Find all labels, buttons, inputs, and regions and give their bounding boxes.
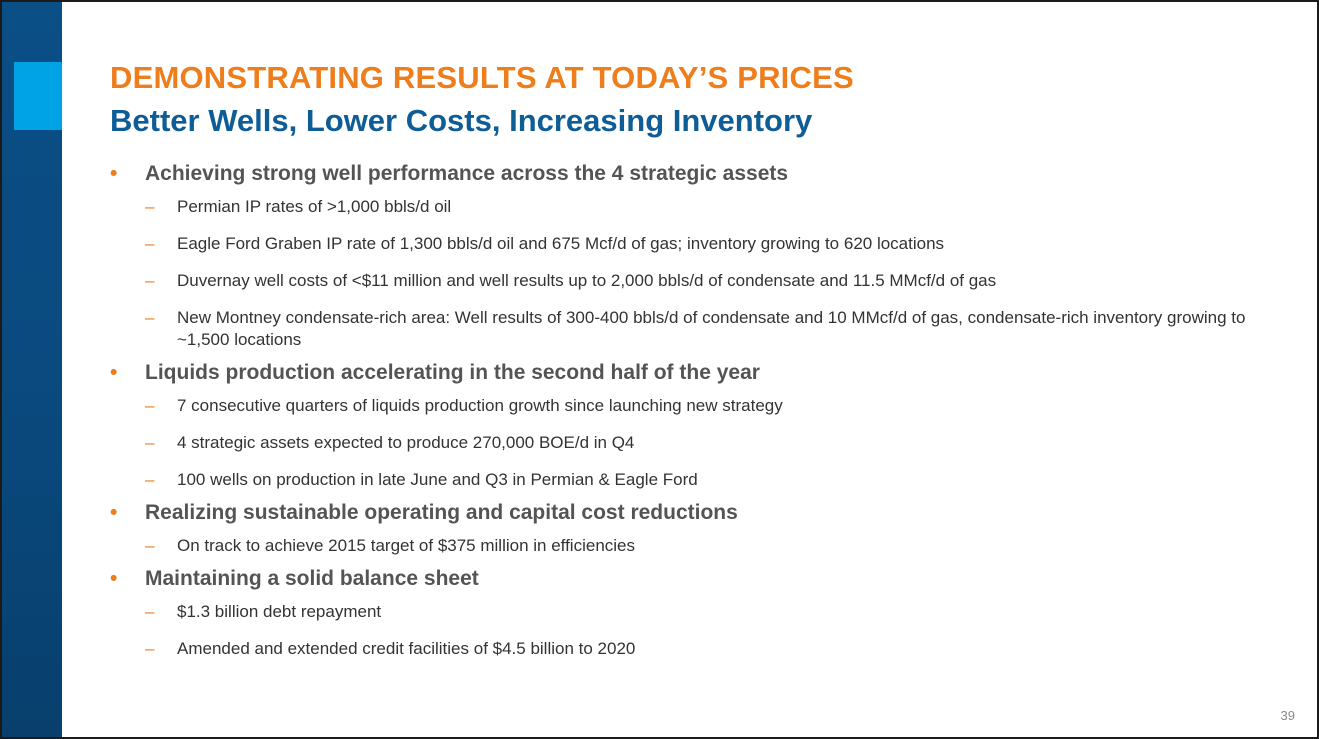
slide-title: DEMONSTRATING RESULTS AT TODAY’S PRICES bbox=[110, 60, 854, 95]
sub-bullet-text: $1.3 billion debt repayment bbox=[177, 602, 382, 621]
bullet-marker: • bbox=[110, 162, 118, 185]
bullet-text: Realizing sustainable operating and capi… bbox=[145, 501, 738, 524]
sub-bullet-marker: – bbox=[145, 271, 155, 290]
page-number: 39 bbox=[1280, 708, 1295, 723]
sub-bullet-list: – $1.3 billion debt repayment – Amended and… bbox=[110, 601, 1277, 660]
sub-bullet-item: – 4 strategic assets expected to produce … bbox=[110, 432, 1277, 454]
sub-bullet-item: – On track to achieve 2015 target of $375… bbox=[110, 535, 1277, 557]
bullet-heading: • Achieving strong well performance acros… bbox=[110, 158, 1277, 190]
sub-bullet-item: – Eagle Ford Graben IP rate of 1,300 bbls… bbox=[110, 233, 1277, 255]
sub-bullet-text: 100 wells on production in late June and… bbox=[177, 470, 698, 489]
sub-bullet-item: – Amended and extended credit facilities … bbox=[110, 638, 1277, 660]
sub-bullet-text: Eagle Ford Graben IP rate of 1,300 bbls/… bbox=[177, 234, 945, 253]
sub-bullet-marker: – bbox=[145, 470, 155, 489]
sub-bullet-list: – Permian IP rates of >1,000 bbls/d oil – E… bbox=[110, 196, 1277, 351]
bullet-text: Maintaining a solid balance sheet bbox=[145, 567, 479, 590]
sub-bullet-list: – 7 consecutive quarters of liquids produ… bbox=[110, 395, 1277, 491]
sub-bullet-text: Amended and extended credit facilities o… bbox=[177, 639, 636, 658]
sub-bullet-marker: – bbox=[145, 602, 155, 621]
sub-bullet-item: – 100 wells on production in late June an… bbox=[110, 469, 1277, 491]
bullet-item: • Maintaining a solid balance sheet – $1.3 … bbox=[110, 563, 1277, 660]
sub-bullet-marker: – bbox=[145, 197, 155, 216]
sub-bullet-text: 4 strategic assets expected to produce 2… bbox=[177, 433, 635, 452]
sub-bullet-item: – Permian IP rates of >1,000 bbls/d oil bbox=[110, 196, 1277, 218]
sub-bullet-text: On track to achieve 2015 target of $375 … bbox=[177, 536, 636, 555]
sub-bullet-list: – On track to achieve 2015 target of $375… bbox=[110, 535, 1277, 557]
sub-bullet-item: – 7 consecutive quarters of liquids produ… bbox=[110, 395, 1277, 417]
sub-bullet-text: Permian IP rates of >1,000 bbls/d oil bbox=[177, 197, 452, 216]
sub-bullet-marker: – bbox=[145, 308, 155, 327]
bullet-heading: • Liquids production accelerating in the … bbox=[110, 357, 1277, 389]
sub-bullet-marker: – bbox=[145, 639, 155, 658]
sub-bullet-marker: – bbox=[145, 396, 155, 415]
sub-bullet-text: New Montney condensate-rich area: Well r… bbox=[177, 308, 1246, 349]
sub-bullet-marker: – bbox=[145, 536, 155, 555]
bullet-list: • Achieving strong well performance acros… bbox=[110, 158, 1277, 660]
sub-bullet-item: – New Montney condensate-rich area: Well … bbox=[110, 307, 1277, 351]
bullet-item: • Realizing sustainable operating and cap… bbox=[110, 497, 1277, 557]
sub-bullet-text: Duvernay well costs of <$11 million and … bbox=[177, 271, 997, 290]
sub-bullet-item: – $1.3 billion debt repayment bbox=[110, 601, 1277, 623]
bullet-item: • Achieving strong well performance acros… bbox=[110, 158, 1277, 351]
sub-bullet-marker: – bbox=[145, 234, 155, 253]
bullet-marker: • bbox=[110, 567, 118, 590]
bullet-text: Achieving strong well performance across… bbox=[145, 162, 789, 185]
bullet-marker: • bbox=[110, 361, 118, 384]
slide-content: DEMONSTRATING RESULTS AT TODAY’S PRICES … bbox=[110, 56, 1277, 666]
bullet-marker: • bbox=[110, 501, 118, 524]
sub-bullet-text: 7 consecutive quarters of liquids produc… bbox=[177, 396, 783, 415]
sub-bullet-item: – Duvernay well costs of <$11 million and… bbox=[110, 270, 1277, 292]
bullet-text: Liquids production accelerating in the s… bbox=[145, 361, 760, 384]
bullet-heading: • Realizing sustainable operating and cap… bbox=[110, 497, 1277, 529]
bullet-heading: • Maintaining a solid balance sheet bbox=[110, 563, 1277, 595]
sidebar-accent-block bbox=[14, 62, 62, 130]
sub-bullet-marker: – bbox=[145, 433, 155, 452]
bullet-item: • Liquids production accelerating in the … bbox=[110, 357, 1277, 491]
slide-subtitle: Better Wells, Lower Costs, Increasing In… bbox=[110, 103, 813, 138]
